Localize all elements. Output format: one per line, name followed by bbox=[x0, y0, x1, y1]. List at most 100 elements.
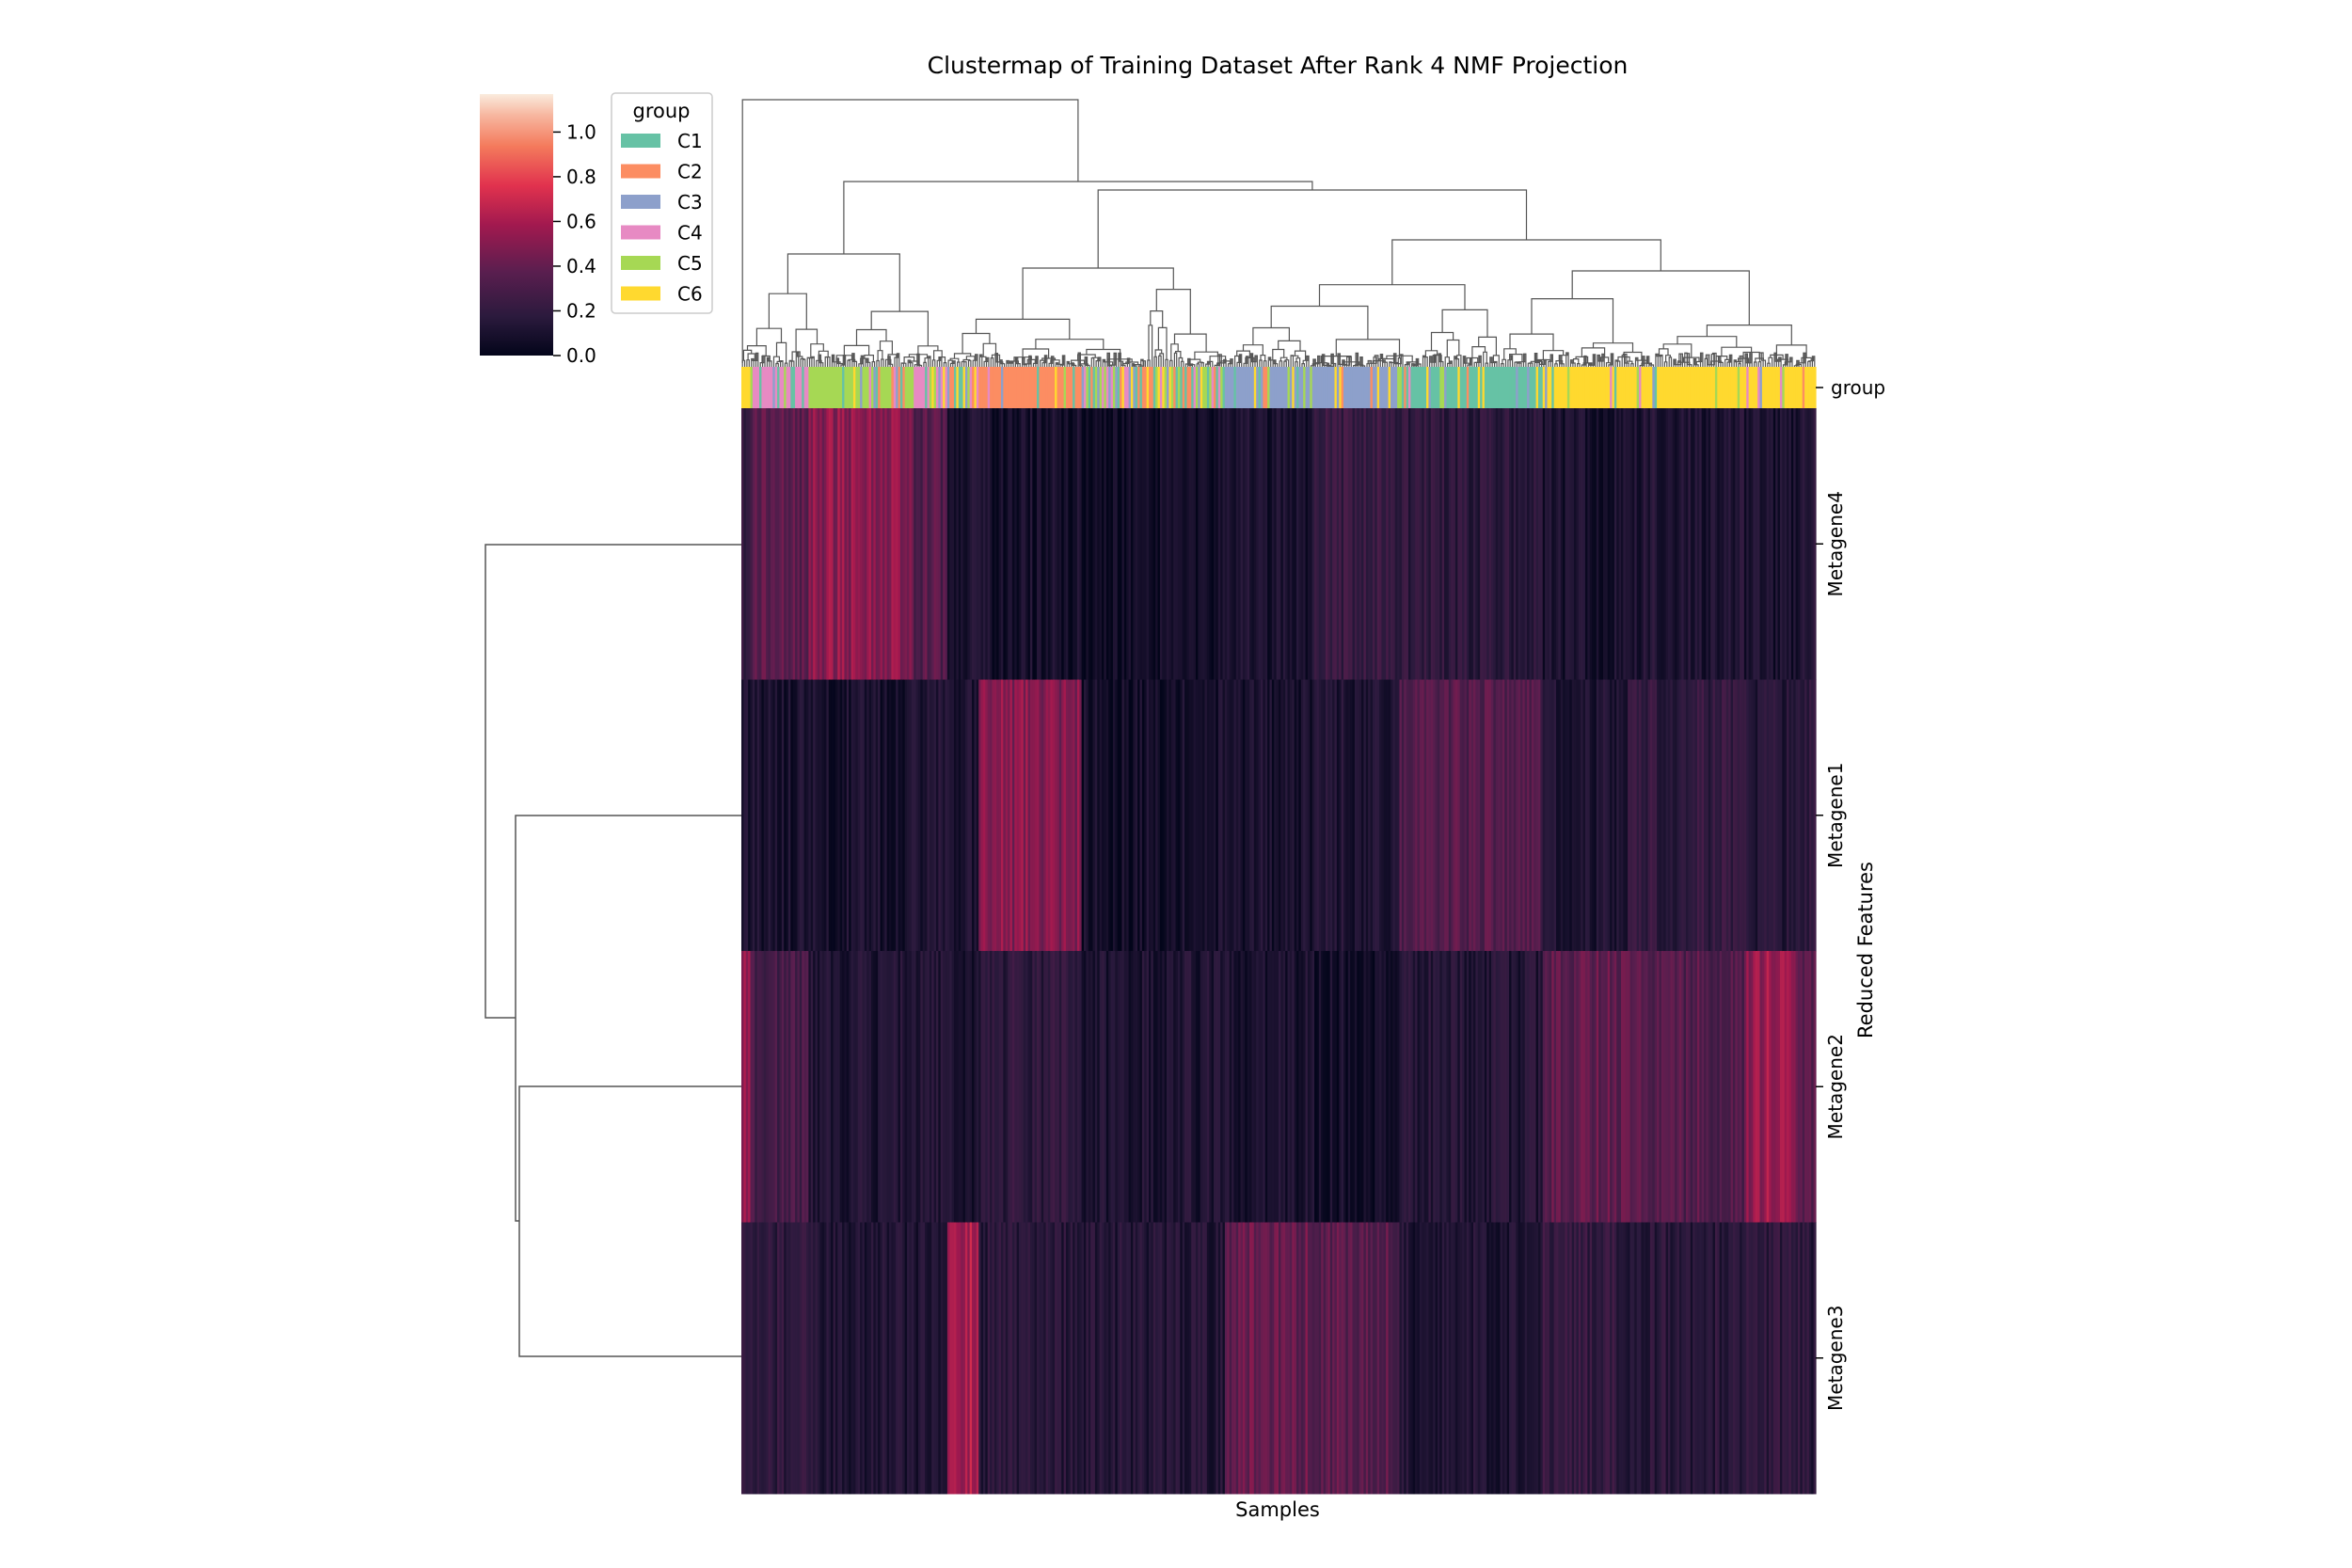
group-cell bbox=[917, 367, 921, 408]
heat-cell bbox=[1126, 408, 1130, 680]
heat-cell bbox=[1336, 1222, 1340, 1495]
group-cell bbox=[1596, 367, 1599, 408]
heat-cell bbox=[958, 408, 961, 680]
heat-cell bbox=[1383, 951, 1387, 1223]
heat-cell bbox=[850, 1222, 854, 1495]
heat-cell bbox=[1407, 408, 1411, 680]
group-cell bbox=[855, 367, 859, 408]
heat-cell bbox=[1426, 679, 1430, 952]
group-cell bbox=[797, 367, 801, 408]
group-cell bbox=[1401, 367, 1405, 408]
heat-cell bbox=[1746, 951, 1750, 1223]
heat-cell bbox=[1229, 679, 1232, 952]
heat-cell bbox=[1379, 679, 1383, 952]
dendro-link bbox=[1757, 361, 1762, 367]
heat-cell bbox=[761, 679, 765, 952]
group-cell bbox=[1339, 367, 1343, 408]
heat-cell bbox=[1365, 1222, 1369, 1495]
heat-cell bbox=[1407, 1222, 1411, 1495]
group-cell bbox=[833, 367, 836, 408]
group-cell bbox=[1294, 367, 1297, 408]
heat-cell bbox=[1730, 679, 1734, 952]
heat-cell bbox=[1692, 408, 1696, 680]
group-cell bbox=[1193, 367, 1197, 408]
group-cell bbox=[1061, 367, 1065, 408]
heat-cell bbox=[1748, 679, 1752, 952]
heat-cell bbox=[1690, 1222, 1693, 1495]
heat-cell bbox=[1462, 679, 1466, 952]
heat-cell bbox=[1177, 1222, 1181, 1495]
heat-cell bbox=[1084, 408, 1087, 680]
heat-cell bbox=[1422, 951, 1425, 1223]
heat-cell bbox=[1149, 1222, 1152, 1495]
heat-cell bbox=[1298, 1222, 1302, 1495]
heat-cell bbox=[1800, 679, 1804, 952]
heat-cell bbox=[898, 951, 901, 1223]
column-dendrogram bbox=[741, 99, 1816, 367]
heat-cell bbox=[1108, 1222, 1112, 1495]
group-cell bbox=[902, 367, 906, 408]
heat-cell bbox=[1741, 951, 1745, 1223]
heat-cell bbox=[1050, 408, 1054, 680]
heat-cell bbox=[1524, 1222, 1528, 1495]
heat-cell bbox=[1759, 951, 1763, 1223]
heat-cell bbox=[1137, 1222, 1141, 1495]
group-cell bbox=[1039, 367, 1042, 408]
heat-cell bbox=[1813, 1222, 1817, 1495]
dendro-link bbox=[1660, 354, 1663, 367]
heat-cell bbox=[1057, 679, 1060, 952]
group-cell bbox=[1793, 367, 1797, 408]
heat-cell bbox=[1336, 951, 1340, 1223]
heat-cell bbox=[976, 408, 979, 680]
group-cell bbox=[1704, 367, 1708, 408]
heat-cell bbox=[987, 1222, 991, 1495]
heat-cell bbox=[1482, 408, 1486, 680]
heat-cell bbox=[1247, 951, 1250, 1223]
heat-cell bbox=[1214, 679, 1216, 952]
heat-cell bbox=[1665, 408, 1669, 680]
heat-cell bbox=[1613, 1222, 1617, 1495]
heat-cell bbox=[1357, 1222, 1360, 1495]
heat-cell bbox=[1135, 1222, 1138, 1495]
heat-cell bbox=[1120, 1222, 1123, 1495]
heat-cell bbox=[1242, 679, 1246, 952]
heat-cell bbox=[1406, 951, 1409, 1223]
heat-cell bbox=[907, 679, 911, 952]
heat-cell bbox=[792, 1222, 796, 1495]
heat-cell bbox=[920, 1222, 924, 1495]
heat-cell bbox=[1576, 408, 1580, 680]
heat-cell bbox=[799, 1222, 803, 1495]
group-cell bbox=[1233, 367, 1237, 408]
heat-cell bbox=[914, 679, 917, 952]
heat-cell bbox=[1661, 951, 1664, 1223]
heat-cell bbox=[1706, 679, 1709, 952]
dendro-link bbox=[1279, 360, 1283, 367]
group-cell bbox=[1253, 367, 1257, 408]
dendro-link bbox=[990, 357, 994, 367]
group-cell bbox=[1318, 367, 1322, 408]
group-cell bbox=[799, 367, 803, 408]
heat-cell bbox=[1070, 951, 1073, 1223]
heat-cell bbox=[1556, 679, 1559, 952]
heat-cell bbox=[1359, 1222, 1362, 1495]
heat-cell bbox=[1602, 408, 1606, 680]
heat-cell bbox=[1482, 679, 1486, 952]
heat-cell bbox=[1168, 951, 1172, 1223]
group-cell bbox=[1245, 367, 1248, 408]
heat-cell bbox=[815, 679, 818, 952]
heat-cell bbox=[745, 679, 749, 952]
group-cell bbox=[1722, 367, 1725, 408]
heat-cell bbox=[781, 679, 785, 952]
group-cell bbox=[1097, 367, 1101, 408]
heat-cell bbox=[1686, 951, 1689, 1223]
heat-cell bbox=[864, 1222, 867, 1495]
heat-cell bbox=[1757, 408, 1761, 680]
group-cell bbox=[1135, 367, 1138, 408]
heat-cell bbox=[1522, 408, 1526, 680]
heat-cell bbox=[904, 408, 908, 680]
heat-cell bbox=[1021, 1222, 1025, 1495]
heat-cell bbox=[1057, 951, 1060, 1223]
heat-cell bbox=[1350, 679, 1354, 952]
group-cell bbox=[1699, 367, 1703, 408]
heat-cell bbox=[1130, 1222, 1134, 1495]
